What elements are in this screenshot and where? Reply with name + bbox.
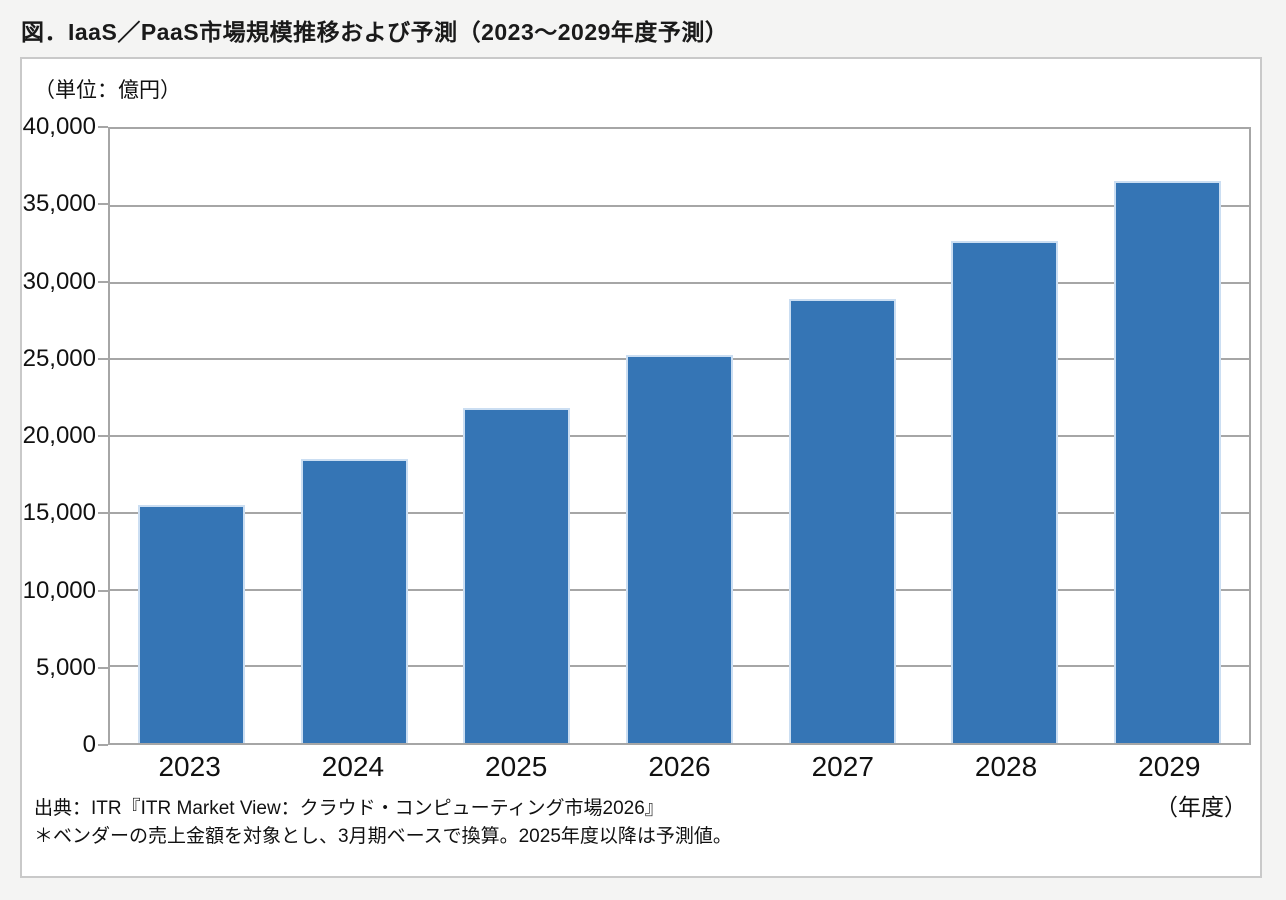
footnote: ＊ベンダーの売上金額を対象とし、3月期ベースで換算。2025年度以降は予測値。 (34, 826, 732, 847)
y-axis-tick-mark (98, 512, 108, 515)
y-axis-tick-label: 25,000 (22, 344, 96, 372)
x-axis-tick-label: 2027 (811, 751, 874, 782)
y-axis-ticks (98, 126, 108, 746)
bar-slot-2028 (924, 129, 1087, 743)
chart-panel: （単位：億円） 0 5,000 10,000 15,000 20,000 25,000 30… (20, 57, 1262, 878)
x-axis-labels: 2023 2024 2025 2026 2027 2028 2029 (108, 751, 1251, 783)
source-note: 出典：ITR『ITR Market View：クラウド・コンピューティング市場2… (34, 798, 664, 819)
gridline (110, 204, 1249, 207)
bar-slot-2025 (435, 129, 598, 743)
y-axis-tick-mark (98, 666, 108, 669)
bars-container (110, 129, 1249, 743)
bar-slot-2029 (1086, 129, 1249, 743)
x-axis-tick-label: 2024 (321, 751, 385, 782)
bar-slot-2026 (598, 129, 761, 743)
bar-2025 (463, 408, 571, 743)
y-axis-tick-mark (98, 126, 108, 128)
bar-2024 (300, 459, 408, 743)
plot-area (108, 127, 1251, 745)
y-axis-tick-mark (98, 589, 108, 592)
bar-slot-2027 (761, 129, 924, 743)
x-axis-tick-label: 2028 (974, 751, 1038, 782)
y-axis-tick-mark (98, 203, 108, 206)
y-axis-tick-label: 40,000 (22, 113, 96, 140)
y-axis-tick-mark (98, 280, 108, 283)
x-axis-tick-label: 2025 (485, 751, 548, 782)
bar-2026 (626, 354, 734, 743)
y-axis-tick-mark (98, 744, 108, 746)
x-axis-unit-label: （年度） (1155, 794, 1247, 820)
bar-slot-2023 (110, 129, 273, 743)
bar-2028 (951, 241, 1059, 743)
y-axis-tick-label: 30,000 (22, 267, 96, 295)
x-axis-tick-label: 2029 (1138, 751, 1201, 782)
y-axis-tick-label: 20,000 (22, 422, 96, 449)
y-axis-tick-label: 10,000 (22, 576, 96, 604)
chart-footer: 出典：ITR『ITR Market View：クラウド・コンピューティング市場2… (34, 795, 732, 851)
x-axis-tick-label: 2023 (158, 751, 221, 782)
x-axis-tick-label: 2026 (648, 751, 711, 782)
unit-label: （単位：億円） (34, 79, 181, 102)
y-axis-tick-mark (98, 435, 108, 437)
bar-2029 (1114, 181, 1222, 743)
y-axis-tick-label: 0 (82, 731, 96, 758)
bar-2023 (137, 505, 245, 743)
y-axis-tick-label: 35,000 (22, 190, 96, 218)
y-axis-tick-label: 5,000 (35, 653, 96, 681)
y-axis-labels: 0 5,000 10,000 15,000 20,000 25,000 30,000 35,0… (22, 113, 96, 758)
figure-title: 図．IaaS／PaaS市場規模推移および予測（2023～2029年度予測） (21, 19, 729, 45)
y-axis-tick-mark (98, 357, 108, 360)
bar-slot-2024 (273, 129, 436, 743)
bar-2027 (788, 299, 896, 743)
gridline (110, 281, 1249, 284)
y-axis-tick-label: 15,000 (22, 499, 96, 527)
